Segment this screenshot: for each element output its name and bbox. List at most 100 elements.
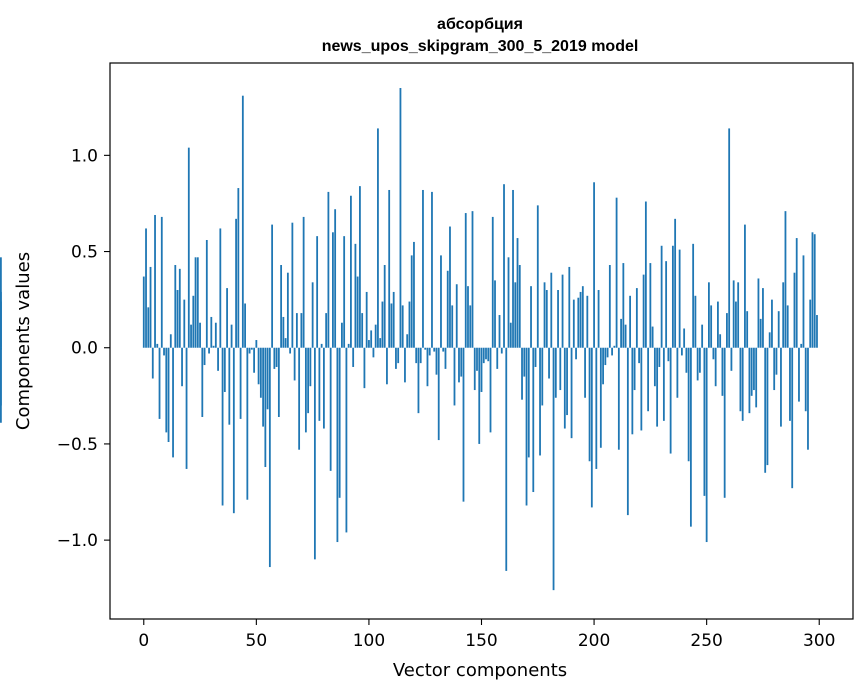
bar — [471, 211, 474, 348]
bar — [300, 313, 303, 348]
bar — [518, 265, 521, 348]
bar — [588, 347, 591, 462]
bar — [268, 347, 271, 568]
bar — [811, 232, 814, 348]
bar — [656, 347, 659, 427]
bar — [201, 347, 204, 417]
bar — [435, 347, 438, 375]
bar — [311, 282, 314, 348]
chart-subtitle: news_upos_skipgram_300_5_2019 model — [322, 38, 639, 55]
bar — [780, 347, 782, 427]
bar — [212, 345, 215, 348]
bar — [401, 305, 404, 348]
bar — [248, 347, 251, 354]
y-tick-label: −1.0 — [57, 531, 98, 551]
bar — [275, 347, 278, 367]
x-tick-label: 150 — [465, 631, 497, 651]
bar — [460, 347, 463, 377]
bar — [322, 347, 325, 429]
bar — [584, 347, 586, 398]
x-axis-ticks: 0 50 100 150 200 250 300 — [138, 619, 835, 651]
bar — [660, 245, 663, 348]
bar — [318, 347, 321, 421]
bar — [158, 347, 161, 419]
bar — [440, 255, 442, 348]
bar — [392, 291, 395, 348]
x-axis-label: Vector components — [393, 660, 567, 681]
bar — [485, 347, 487, 360]
x-tick-label: 0 — [138, 631, 149, 651]
bar — [559, 347, 562, 391]
bar — [250, 347, 253, 350]
bar — [264, 347, 267, 468]
bar — [345, 347, 348, 533]
bar — [181, 347, 183, 387]
bar — [257, 347, 260, 385]
bar — [282, 316, 285, 348]
bar — [667, 347, 670, 362]
bar — [226, 288, 228, 348]
bar — [541, 347, 544, 406]
bar — [320, 343, 323, 348]
bar — [196, 257, 199, 348]
y-tick-label: 1.0 — [71, 146, 98, 166]
bar — [629, 295, 632, 348]
bar — [489, 347, 492, 433]
bar — [147, 307, 150, 348]
bar — [476, 347, 478, 371]
bar — [757, 278, 760, 348]
bar — [433, 347, 436, 352]
bar — [277, 347, 280, 417]
bar — [748, 347, 751, 414]
bar — [719, 334, 722, 348]
bar — [809, 299, 812, 348]
bar — [192, 295, 195, 348]
bar — [451, 305, 454, 348]
bar — [469, 305, 472, 348]
bar — [532, 347, 535, 493]
bar — [415, 347, 418, 364]
bar — [302, 216, 305, 348]
bar — [674, 218, 677, 348]
bar — [208, 347, 210, 354]
bar — [561, 274, 564, 348]
bar — [509, 322, 512, 348]
bar — [717, 301, 719, 348]
bar — [503, 184, 505, 348]
bar — [160, 216, 163, 348]
bar — [626, 347, 629, 516]
bar — [329, 347, 332, 471]
bar — [266, 347, 269, 410]
bar — [651, 326, 654, 348]
bar — [289, 347, 292, 354]
bar — [458, 347, 460, 383]
bar — [568, 266, 571, 348]
bar — [638, 347, 641, 364]
bar — [309, 347, 312, 387]
bar — [759, 318, 762, 348]
bar — [327, 191, 330, 348]
y-axis-ticks: −1.0 −0.5 0.0 0.5 1.0 — [57, 146, 110, 551]
bar — [647, 347, 650, 412]
bar — [550, 272, 553, 348]
bar — [350, 195, 352, 348]
bar — [374, 324, 377, 348]
plot-area-frame — [109, 62, 854, 620]
bars-group — [0, 88, 818, 591]
bar — [572, 299, 575, 348]
bar — [165, 347, 168, 433]
bar — [491, 216, 494, 348]
bar — [442, 347, 445, 352]
bar — [172, 347, 174, 458]
bar — [771, 299, 773, 348]
bar — [383, 265, 386, 348]
bar — [444, 347, 447, 369]
bar — [698, 347, 701, 373]
bar — [577, 297, 580, 348]
bar — [399, 88, 402, 348]
bar — [386, 347, 388, 385]
bar — [586, 295, 589, 348]
y-tick-label: 0.0 — [71, 339, 98, 359]
bar — [570, 347, 573, 439]
bar — [732, 280, 735, 348]
